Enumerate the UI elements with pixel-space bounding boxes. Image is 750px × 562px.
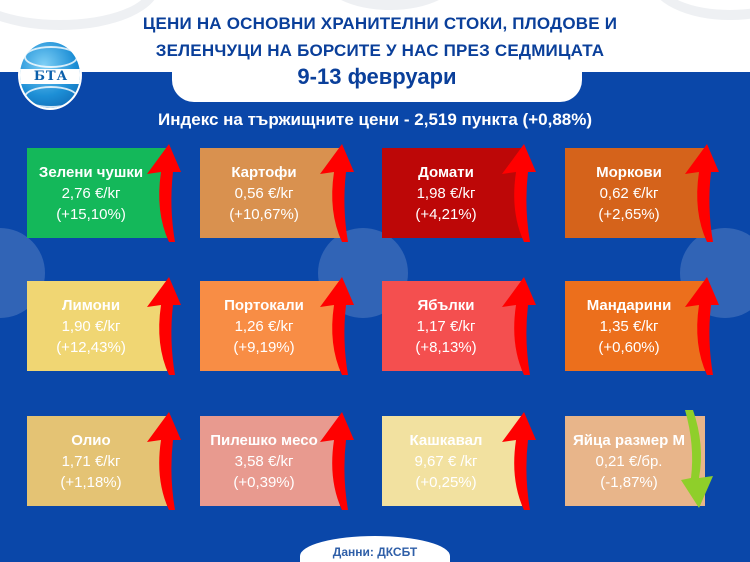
title-line-1: ЦЕНИ НА ОСНОВНИ ХРАНИТЕЛНИ СТОКИ, ПЛОДОВ…: [142, 14, 618, 33]
item-change: (+0,39%): [233, 473, 295, 491]
arrow-up-icon: [147, 144, 181, 242]
item-name: Олио: [71, 431, 111, 449]
price-card: Олио 1,71 €/kг (+1,18%): [27, 416, 167, 506]
item-change: (+9,19%): [233, 338, 295, 356]
arrow-up-icon: [147, 412, 181, 510]
arrow-up-icon: [320, 412, 354, 510]
item-price: 0,56 €/kг: [234, 184, 294, 202]
arrow-up-icon: [320, 277, 354, 375]
bta-logo: БТА: [18, 40, 82, 110]
logo-text: БТА: [20, 69, 80, 84]
item-price: 1,90 €/kг: [61, 317, 121, 335]
arrow-up-icon: [502, 412, 536, 510]
price-card: Пилешко месо 3,58 €/kг (+0,39%): [200, 416, 340, 506]
price-card: Картофи 0,56 €/kг (+10,67%): [200, 148, 340, 238]
page-title: ЦЕНИ НА ОСНОВНИ ХРАНИТЕЛНИ СТОКИ, ПЛОДОВ…: [90, 10, 670, 64]
item-change: (+15,10%): [56, 205, 126, 223]
date-tab: [172, 62, 582, 102]
price-card: Зелени чушки 2,76 €/kг (+15,10%): [27, 148, 167, 238]
price-card: Лимони 1,90 €/kг (+12,43%): [27, 281, 167, 371]
item-price: 1,35 €/kг: [599, 317, 659, 335]
price-card: Ябълки 1,17 €/kг (+8,13%): [382, 281, 522, 371]
item-name: Домати: [418, 163, 474, 181]
item-price: 1,71 €/kг: [61, 452, 121, 470]
item-name: Яйца размер М: [573, 431, 685, 449]
arrow-up-icon: [147, 277, 181, 375]
market-index: Индекс на тържищните цени - 2,519 пункта…: [157, 110, 593, 129]
globe-line-icon: [24, 46, 78, 68]
price-card: Мандарини 1,35 €/kг (+0,60%): [565, 281, 705, 371]
item-name: Пилешко месо: [210, 431, 318, 449]
item-price: 1,26 €/kг: [234, 317, 294, 335]
price-card: Яйца размер М 0,21 €/бр. (-1,87%): [565, 416, 705, 506]
arrow-up-icon: [502, 144, 536, 242]
item-change: (+10,67%): [229, 205, 299, 223]
arrow-up-icon: [502, 277, 536, 375]
item-change: (+0,25%): [415, 473, 477, 491]
arrow-down-icon: [681, 410, 713, 508]
item-name: Зелени чушки: [38, 163, 144, 181]
title-line-2: ЗЕЛЕНЧУЦИ НА БОРСИТЕ У НАС ПРЕЗ СЕДМИЦАТ…: [155, 41, 605, 60]
data-source: Данни: ДКСБТ: [300, 536, 450, 562]
item-change: (+1,18%): [60, 473, 122, 491]
item-change: (+4,21%): [415, 205, 477, 223]
arrow-up-icon: [320, 144, 354, 242]
price-card: Моркови 0,62 €/kг (+2,65%): [565, 148, 705, 238]
item-price: 9,67 € /kг: [414, 452, 478, 470]
price-card: Домати 1,98 €/kг (+4,21%): [382, 148, 522, 238]
globe-line-icon: [24, 86, 78, 108]
item-name: Ябълки: [417, 296, 475, 314]
item-price: 1,17 €/kг: [416, 317, 476, 335]
item-price: 2,76 €/kг: [61, 184, 121, 202]
item-name: Портокали: [224, 296, 304, 314]
date-label: 9-13 февруари: [297, 64, 457, 89]
price-card: Кашкавал 9,67 € /kг (+0,25%): [382, 416, 522, 506]
item-name: Кашкавал: [409, 431, 483, 449]
item-name: Мандарини: [586, 296, 672, 314]
item-price: 0,62 €/kг: [599, 184, 659, 202]
item-change: (-1,87%): [600, 473, 658, 491]
item-name: Моркови: [596, 163, 662, 181]
item-name: Лимони: [61, 296, 121, 314]
item-change: (+2,65%): [598, 205, 660, 223]
item-change: (+8,13%): [415, 338, 477, 356]
arrow-up-icon: [685, 144, 719, 242]
arrow-up-icon: [685, 277, 719, 375]
item-price: 3,58 €/kг: [234, 452, 294, 470]
item-price: 0,21 €/бр.: [595, 452, 663, 470]
item-name: Картофи: [231, 163, 297, 181]
item-price: 1,98 €/kг: [416, 184, 476, 202]
item-change: (+12,43%): [56, 338, 126, 356]
item-change: (+0,60%): [598, 338, 660, 356]
price-card: Портокали 1,26 €/kг (+9,19%): [200, 281, 340, 371]
